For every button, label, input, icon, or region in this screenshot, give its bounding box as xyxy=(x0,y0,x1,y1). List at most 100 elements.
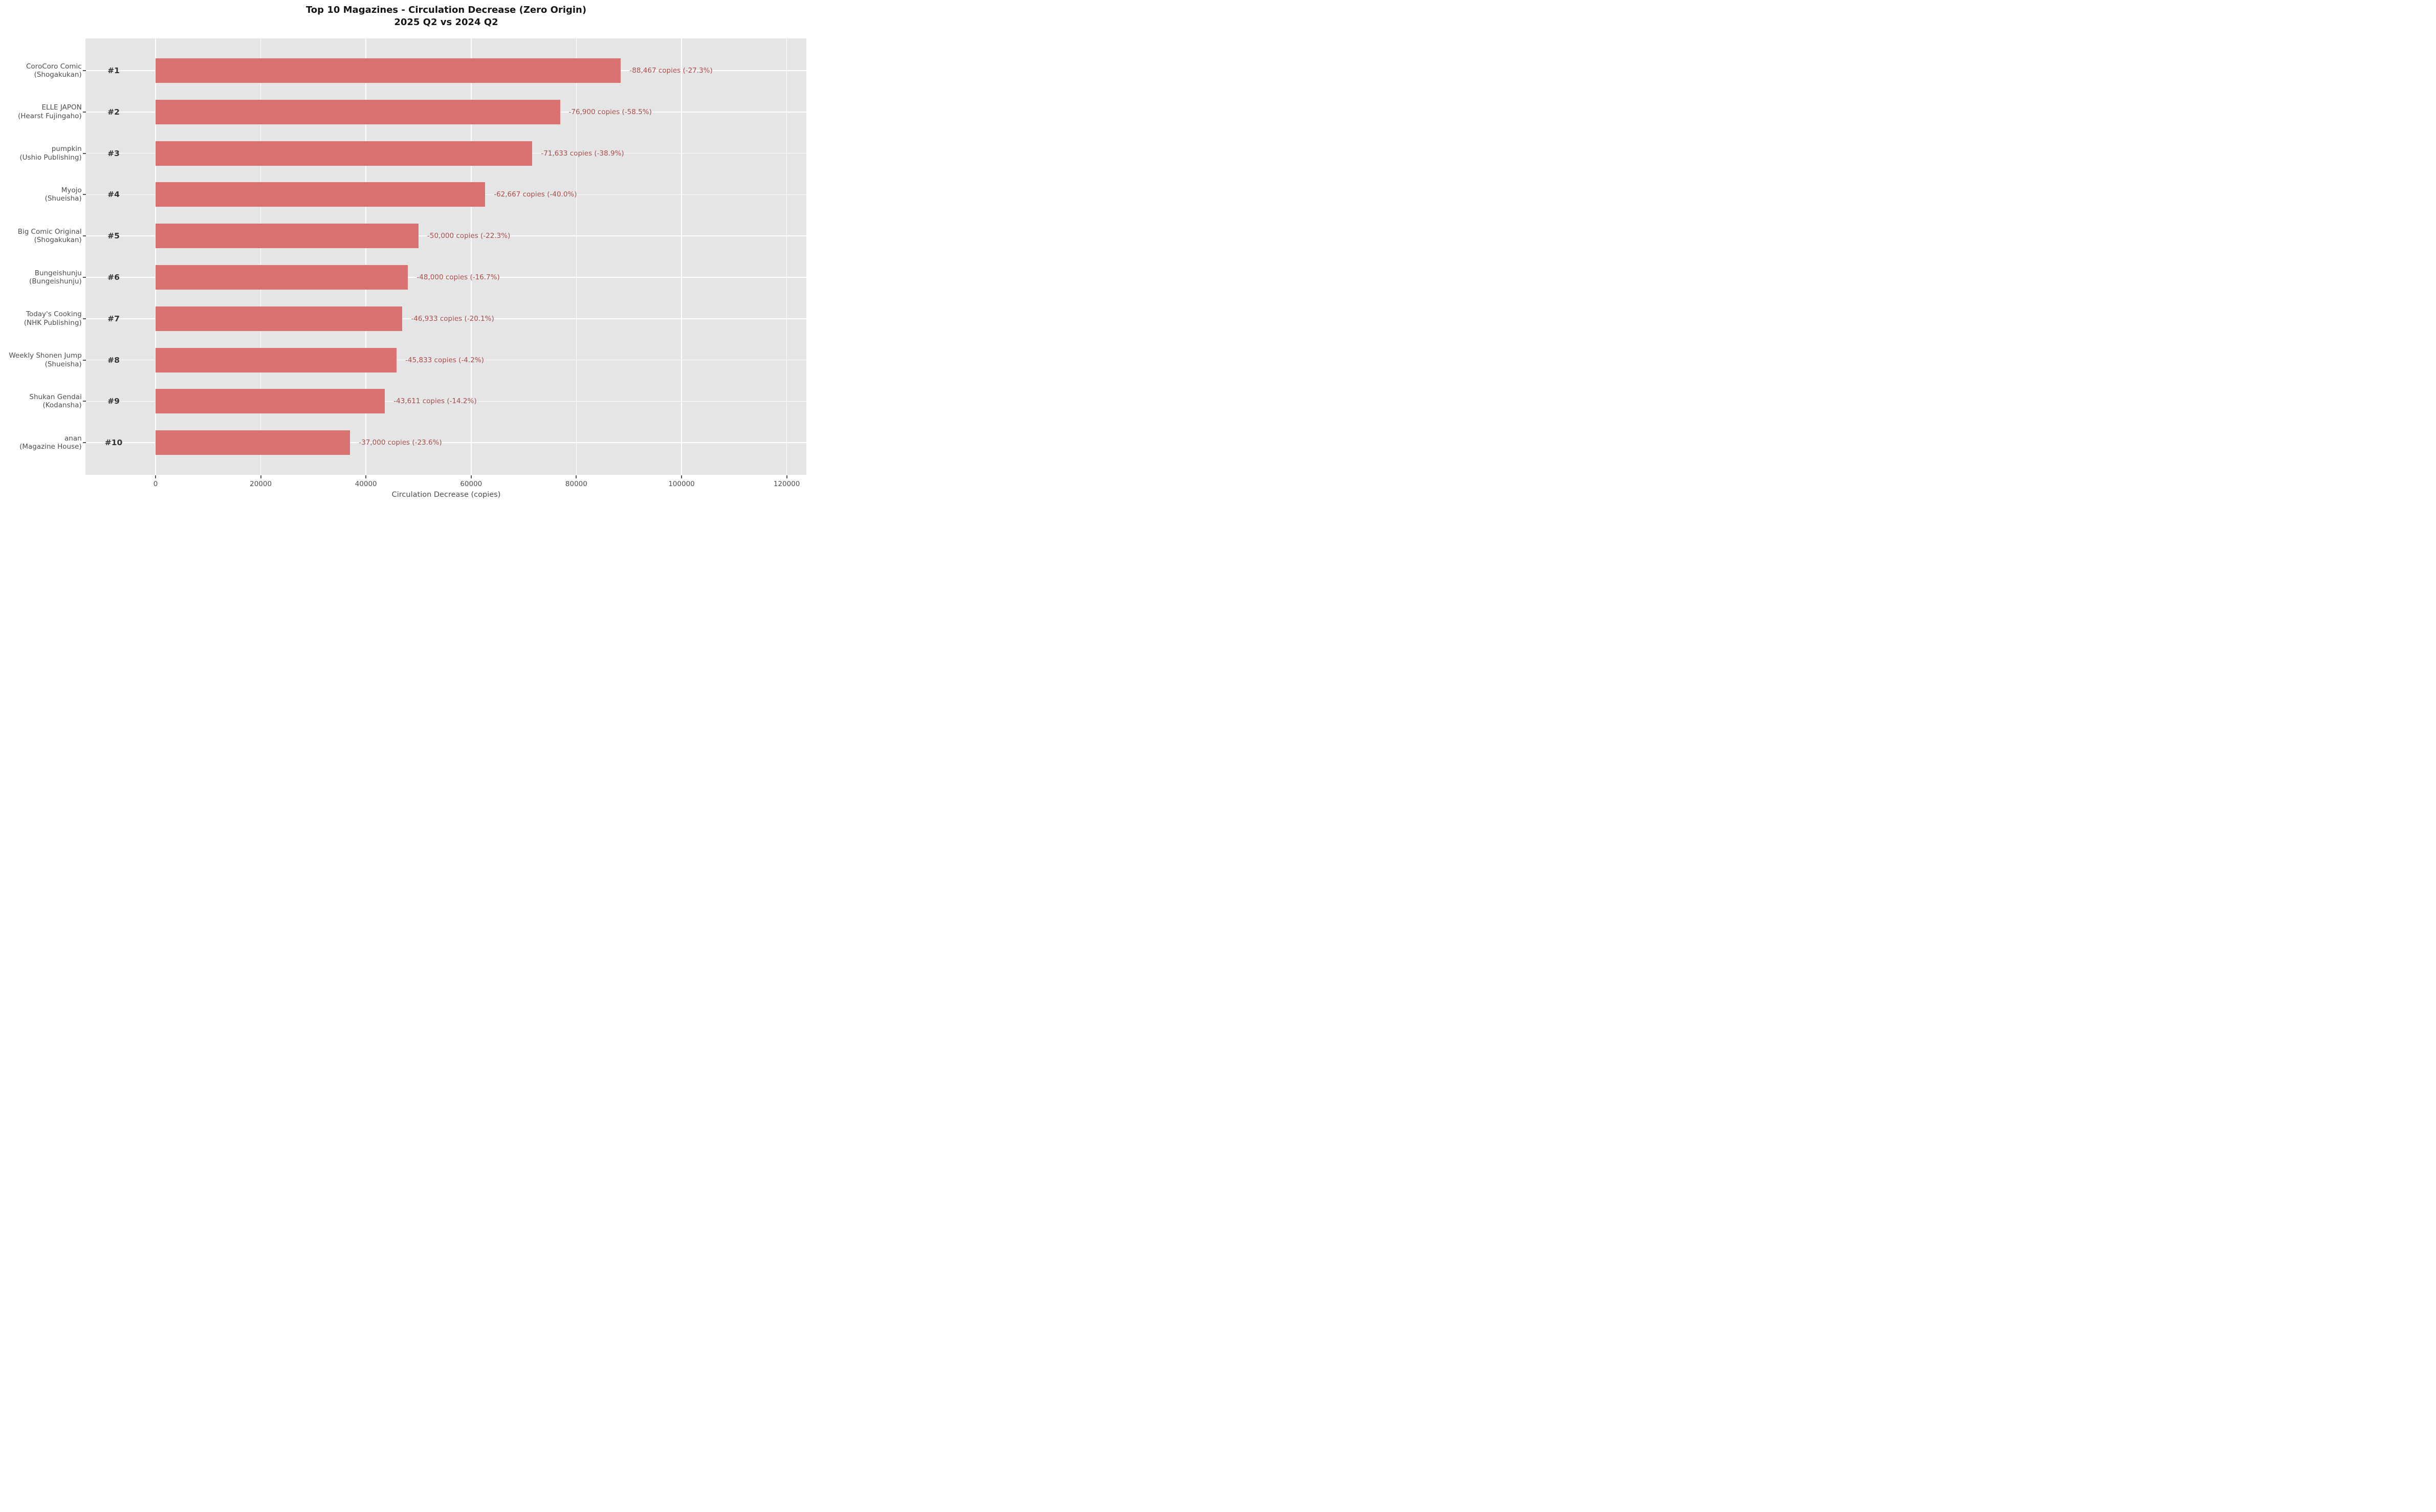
h-gridline xyxy=(85,277,807,278)
figure: Top 10 Magazines - Circulation Decrease … xyxy=(0,0,812,504)
y-label: Shukan Gendai (Kodansha) xyxy=(2,392,82,410)
x-tick-mark xyxy=(681,475,682,478)
y-label-publisher: (Shueisha) xyxy=(45,194,82,203)
y-tick-mark xyxy=(82,235,86,237)
y-label-magazine: ELLE JAPON xyxy=(41,103,82,112)
v-gridline xyxy=(260,38,261,475)
y-label: Today's Cooking (NHK Publishing) xyxy=(2,310,82,327)
y-tick-mark xyxy=(82,70,86,71)
value-label: -45,833 copies (-4.2%) xyxy=(405,356,484,364)
chart-title-line1: Top 10 Magazines - Circulation Decrease … xyxy=(305,5,587,15)
value-label: -46,933 copies (-20.1%) xyxy=(411,314,494,323)
bar xyxy=(155,347,397,372)
y-label-publisher: (Shogakukan) xyxy=(34,236,82,245)
y-tick-mark xyxy=(82,194,86,195)
bar xyxy=(155,58,621,83)
x-tick-mark xyxy=(576,475,577,478)
bar xyxy=(155,182,486,207)
rank-label: #3 xyxy=(107,148,120,158)
v-gridline xyxy=(470,38,472,475)
y-label: CoroCoro Comic (Shogakukan) xyxy=(2,62,82,79)
y-label-magazine: anan xyxy=(64,434,82,443)
y-label-magazine: pumpkin xyxy=(51,145,82,154)
value-label: -48,000 copies (-16.7%) xyxy=(416,273,500,281)
bar xyxy=(155,99,560,124)
y-label: Myojo (Shueisha) xyxy=(2,186,82,203)
y-label-publisher: (Kodansha) xyxy=(42,401,82,410)
value-label: -62,667 copies (-40.0%) xyxy=(494,190,577,199)
y-label-magazine: Weekly Shonen Jump xyxy=(9,352,82,360)
x-tick-mark xyxy=(155,475,156,478)
y-tick-mark xyxy=(82,277,86,278)
y-label-magazine: Myojo xyxy=(61,186,82,194)
bar xyxy=(155,224,419,249)
bar xyxy=(155,389,385,414)
v-gridline xyxy=(365,38,366,475)
h-gridline xyxy=(85,318,807,319)
y-label-publisher: (Bungeishunju) xyxy=(29,277,82,286)
value-label: -50,000 copies (-22.3%) xyxy=(427,232,511,240)
plot-area: #1 -88,467 copies (-27.3%) #2 -76,900 copie… xyxy=(85,38,807,475)
y-label-publisher: (NHK Publishing) xyxy=(24,318,82,327)
x-tick-label: 100000 xyxy=(668,480,695,488)
y-tick-mark xyxy=(82,111,86,113)
value-label: -37,000 copies (-23.6%) xyxy=(359,439,442,447)
y-tick-mark xyxy=(82,401,86,402)
rank-label: #2 xyxy=(107,107,120,117)
y-label: pumpkin (Ushio Publishing) xyxy=(2,145,82,162)
y-label-magazine: Shukan Gendai xyxy=(29,392,82,401)
bar xyxy=(155,306,403,331)
rank-label: #5 xyxy=(107,231,120,241)
y-label: anan (Magazine House) xyxy=(2,434,82,451)
value-label: -71,633 copies (-38.9%) xyxy=(541,149,624,158)
y-label: Bungeishunju (Bungeishunju) xyxy=(2,269,82,286)
x-tick-mark xyxy=(786,475,787,478)
v-gridline xyxy=(576,38,577,475)
x-tick-mark xyxy=(365,475,367,478)
y-label-publisher: (Shueisha) xyxy=(45,360,82,368)
y-label-publisher: (Shogakukan) xyxy=(34,71,82,79)
value-label: -76,900 copies (-58.5%) xyxy=(568,107,652,116)
h-gridline xyxy=(85,442,807,443)
chart-title: Top 10 Magazines - Circulation Decrease … xyxy=(85,4,807,29)
y-tick-mark xyxy=(82,359,86,361)
h-gridline xyxy=(85,401,807,402)
y-label-magazine: Today's Cooking xyxy=(26,310,82,319)
x-tick-mark xyxy=(260,475,261,478)
rank-label: #4 xyxy=(107,190,120,200)
h-gridline xyxy=(85,359,807,361)
v-gridline xyxy=(786,38,787,475)
bar xyxy=(155,265,408,290)
x-tick-label: 20000 xyxy=(250,480,272,488)
y-tick-mark xyxy=(82,152,86,154)
h-gridline xyxy=(85,235,807,236)
y-label-magazine: Bungeishunju xyxy=(34,269,82,277)
rank-label: #1 xyxy=(107,66,120,75)
v-gridline xyxy=(155,38,156,475)
y-label-publisher: (Ushio Publishing) xyxy=(19,153,82,162)
x-axis-label: Circulation Decrease (copies) xyxy=(391,491,501,499)
value-label: -43,611 copies (-14.2%) xyxy=(393,397,477,406)
x-tick-label: 120000 xyxy=(773,480,800,488)
x-tick-mark xyxy=(470,475,472,478)
x-tick-label: 80000 xyxy=(565,480,587,488)
y-label-magazine: CoroCoro Comic xyxy=(26,62,82,71)
y-label: Weekly Shonen Jump (Shueisha) xyxy=(2,352,82,368)
y-label: Big Comic Original (Shogakukan) xyxy=(2,228,82,245)
x-tick-label: 40000 xyxy=(355,480,377,488)
y-label-magazine: Big Comic Original xyxy=(17,227,82,236)
y-tick-mark xyxy=(82,442,86,444)
chart-title-line2: 2025 Q2 vs 2024 Q2 xyxy=(394,17,498,28)
y-label-publisher: (Magazine House) xyxy=(19,443,82,451)
rank-label: #7 xyxy=(107,314,120,323)
rank-label: #10 xyxy=(104,438,123,448)
x-tick-label: 60000 xyxy=(460,480,482,488)
bar xyxy=(155,141,533,166)
value-label: -88,467 copies (-27.3%) xyxy=(629,67,713,75)
rank-label: #9 xyxy=(107,397,120,406)
bar xyxy=(155,430,350,455)
v-gridline xyxy=(681,38,682,475)
x-tick-label: 0 xyxy=(153,480,158,488)
rank-label: #6 xyxy=(107,273,120,282)
rank-label: #8 xyxy=(107,355,120,365)
